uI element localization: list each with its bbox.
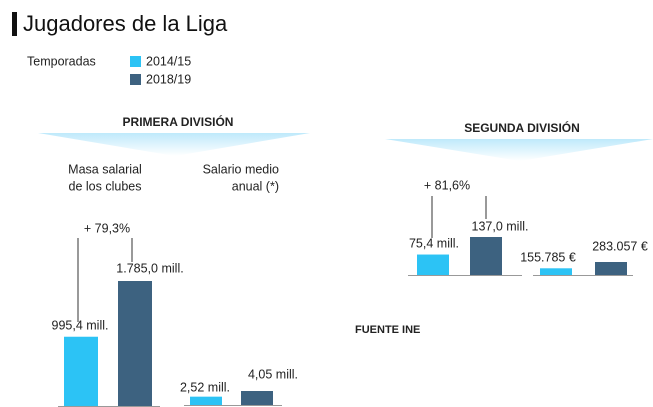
bar [417,254,449,276]
value-label: 1.785,0 mill. [116,261,183,275]
bar [470,237,502,276]
legend-label: 2018/19 [146,72,191,86]
annotation: + 79,3% [84,221,130,235]
value-label: 995,4 mill. [52,318,109,332]
chart-title: Masa salarial [68,162,142,176]
section-banner [38,133,310,156]
value-label: 75,4 mill. [409,236,459,250]
legend-swatch [130,56,141,67]
annotation: + 81,6% [424,178,470,192]
legend-title: Temporadas [27,54,96,68]
value-label: 137,0 mill. [472,219,529,233]
bar [540,268,572,276]
title-bar [12,12,17,36]
bar [190,396,222,406]
chart-title: Salario medio [203,162,279,176]
section-heading: SEGUNDA DIVISIÓN [464,120,580,135]
title: Jugadores de la Liga [23,11,228,36]
legend-label: 2014/15 [146,54,191,68]
value-label: 283.057 € [592,239,648,253]
chart-title: anual (*) [232,179,279,193]
bar [241,391,273,406]
bar [64,336,98,407]
source: FUENTE INE [355,324,420,336]
value-label: 4,05 mill. [248,367,298,381]
section-banner [385,139,653,161]
chart-title: de los clubes [69,179,142,193]
bar [595,262,627,276]
section-heading: PRIMERA DIVISIÓN [123,114,234,129]
value-label: 2,52 mill. [180,380,230,394]
value-label: 155.785 € [520,250,576,264]
bar [118,281,152,407]
legend-swatch [130,74,141,85]
